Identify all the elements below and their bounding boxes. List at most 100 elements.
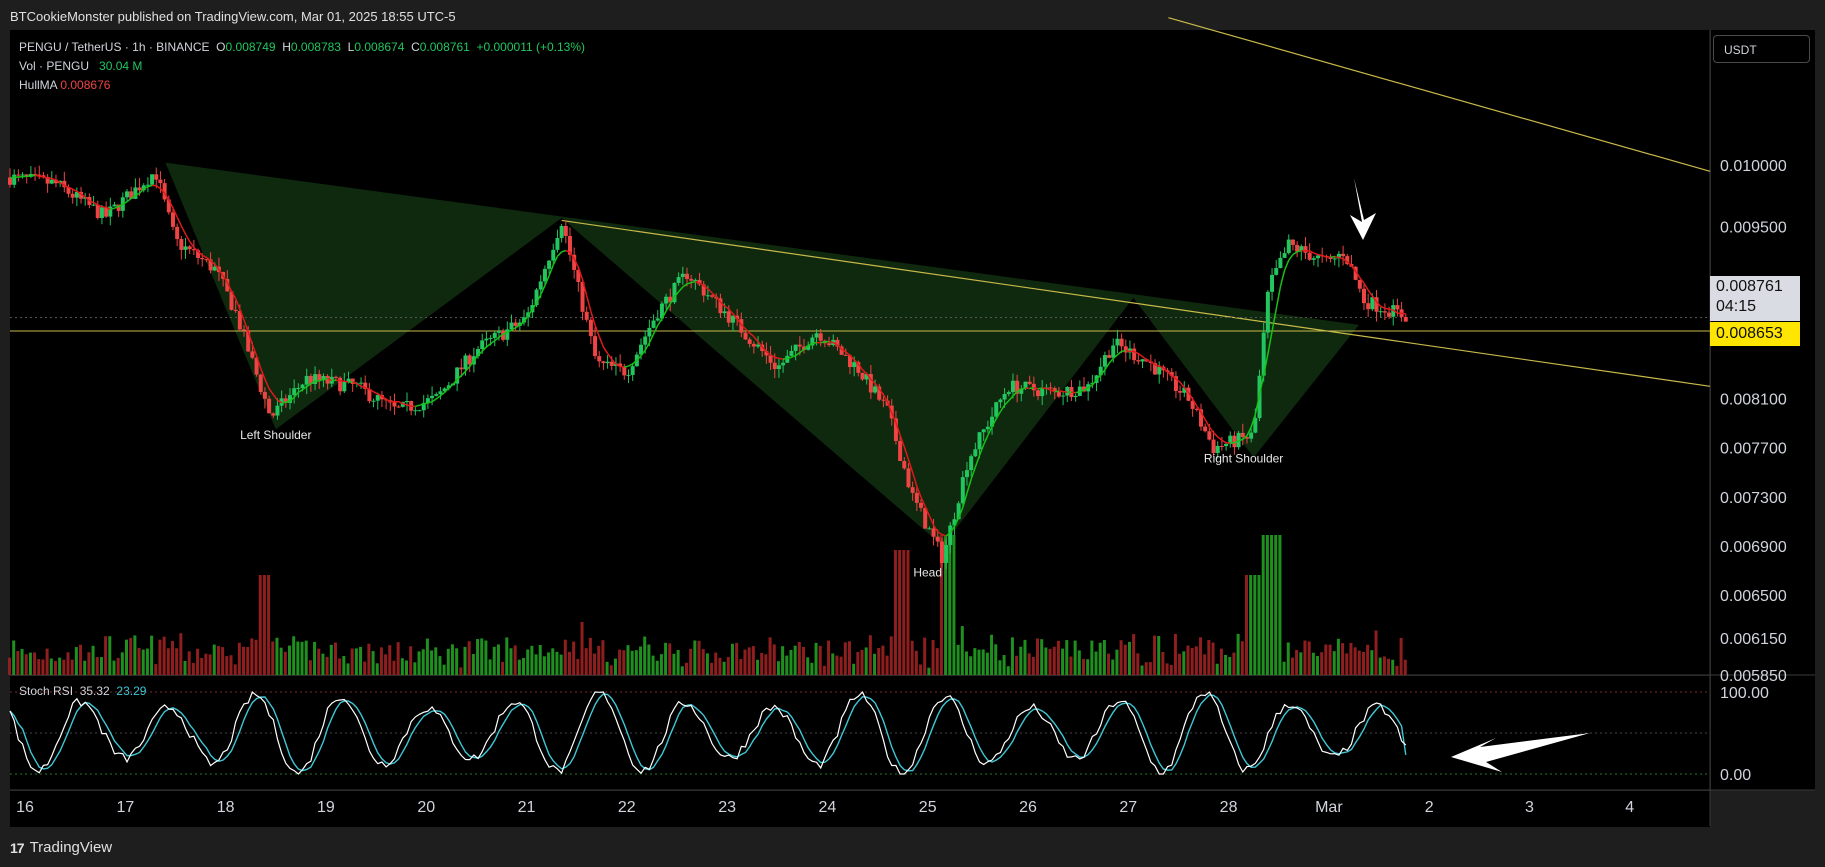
hullma-segment — [1116, 350, 1123, 356]
volume-bar — [1240, 641, 1244, 675]
price-tick-label: 0.010000 — [1720, 158, 1787, 175]
volume-bar — [221, 647, 225, 675]
candle-body — [1261, 332, 1266, 376]
volume-bar — [1098, 642, 1102, 675]
candle-body — [609, 361, 614, 366]
candle-body — [1370, 297, 1375, 310]
volume-bar — [1353, 647, 1357, 675]
candle-body — [843, 354, 848, 356]
volume-bar — [697, 640, 701, 675]
volume-bar — [1403, 659, 1407, 675]
hullma-segment — [1146, 359, 1152, 363]
hullma-segment — [1242, 435, 1248, 440]
tradingview-logo[interactable]: 17 TradingView — [10, 839, 112, 856]
candle-body — [730, 315, 735, 323]
volume-bar — [233, 664, 237, 675]
volume-bar — [534, 654, 538, 675]
volume-bar — [517, 659, 521, 675]
hullma-segment — [728, 308, 734, 315]
hullma-segment — [163, 192, 170, 201]
currency-selector-button[interactable]: USDT — [1713, 35, 1810, 63]
candle-body — [873, 386, 878, 393]
volume-bar — [1182, 651, 1186, 675]
hullma-segment — [920, 496, 926, 507]
candle-body — [852, 362, 857, 368]
volume-bar — [317, 648, 321, 675]
candle-body — [141, 185, 146, 191]
hullma-segment — [310, 380, 316, 385]
hullma-segment — [535, 294, 542, 304]
volume-bar — [438, 656, 442, 675]
hullma-segment — [820, 341, 826, 344]
candle-body — [1295, 244, 1300, 252]
candle-body — [693, 279, 698, 281]
volume-bar — [166, 648, 170, 675]
volume-bar — [1199, 637, 1203, 675]
volume-bar — [1236, 633, 1240, 675]
candle-body — [1219, 445, 1224, 447]
candle-body — [242, 329, 247, 331]
candle-body — [551, 249, 556, 261]
hullma-segment — [1091, 379, 1098, 386]
volume-bar — [304, 640, 308, 675]
hullma-segment — [1212, 432, 1219, 438]
hullma-segment — [556, 251, 563, 257]
candle-body — [910, 487, 915, 493]
candle-body — [1357, 279, 1362, 289]
hullma-segment — [118, 203, 124, 208]
hullma-segment — [866, 373, 872, 380]
volume-bar — [91, 645, 95, 675]
hullma-segment — [406, 404, 412, 407]
candle-body — [626, 374, 631, 376]
candle-body — [601, 361, 606, 364]
hullma-segment — [218, 269, 224, 277]
volume-bar — [622, 650, 626, 675]
volume-bar — [216, 646, 220, 675]
volume-bar — [1140, 665, 1144, 675]
candle-body — [722, 311, 727, 314]
volume-bar — [346, 663, 350, 675]
volume-bar — [555, 651, 559, 675]
volume-bar — [446, 648, 450, 675]
hullma-segment — [39, 175, 44, 178]
candle-body — [396, 406, 401, 408]
volume-bar — [125, 639, 129, 675]
candle-body — [567, 235, 572, 255]
price-axis-bg — [1711, 30, 1815, 790]
hullma-segment — [945, 532, 951, 537]
hullma-segment — [711, 292, 717, 298]
volume-bar — [835, 655, 839, 675]
candle-body — [170, 212, 175, 227]
volume-bar — [601, 640, 605, 675]
candle-body — [1278, 257, 1283, 269]
volume-bar — [421, 649, 425, 675]
candle-body — [484, 338, 489, 341]
candle-body — [446, 385, 451, 389]
time-axis-bg — [10, 791, 1710, 827]
candle-body — [1265, 291, 1270, 333]
volume-bar — [772, 644, 776, 675]
volume-bar — [400, 658, 404, 675]
volume-bar — [74, 647, 78, 675]
hullma-segment — [1288, 254, 1294, 261]
volume-bar — [1224, 654, 1228, 675]
volume-bar — [1361, 651, 1365, 675]
volume-bar — [1203, 654, 1207, 675]
hullma-segment — [1087, 384, 1093, 389]
volume-bar — [881, 645, 885, 675]
volume-bar — [994, 644, 998, 675]
hullma-segment — [1279, 270, 1286, 287]
time-tick-label: 24 — [819, 799, 837, 816]
upper-trendline — [1168, 17, 1711, 172]
volume-bars — [8, 535, 1407, 675]
volume-bar — [1107, 653, 1111, 675]
candle-body — [267, 398, 272, 414]
hullma-segment — [277, 399, 283, 404]
volume-bar — [843, 642, 847, 675]
volume-bar — [822, 665, 826, 675]
hullma-segment — [352, 381, 358, 385]
candle-body — [985, 426, 990, 430]
volume-bar — [509, 648, 513, 675]
price-tick-label: 0.007300 — [1720, 490, 1787, 507]
